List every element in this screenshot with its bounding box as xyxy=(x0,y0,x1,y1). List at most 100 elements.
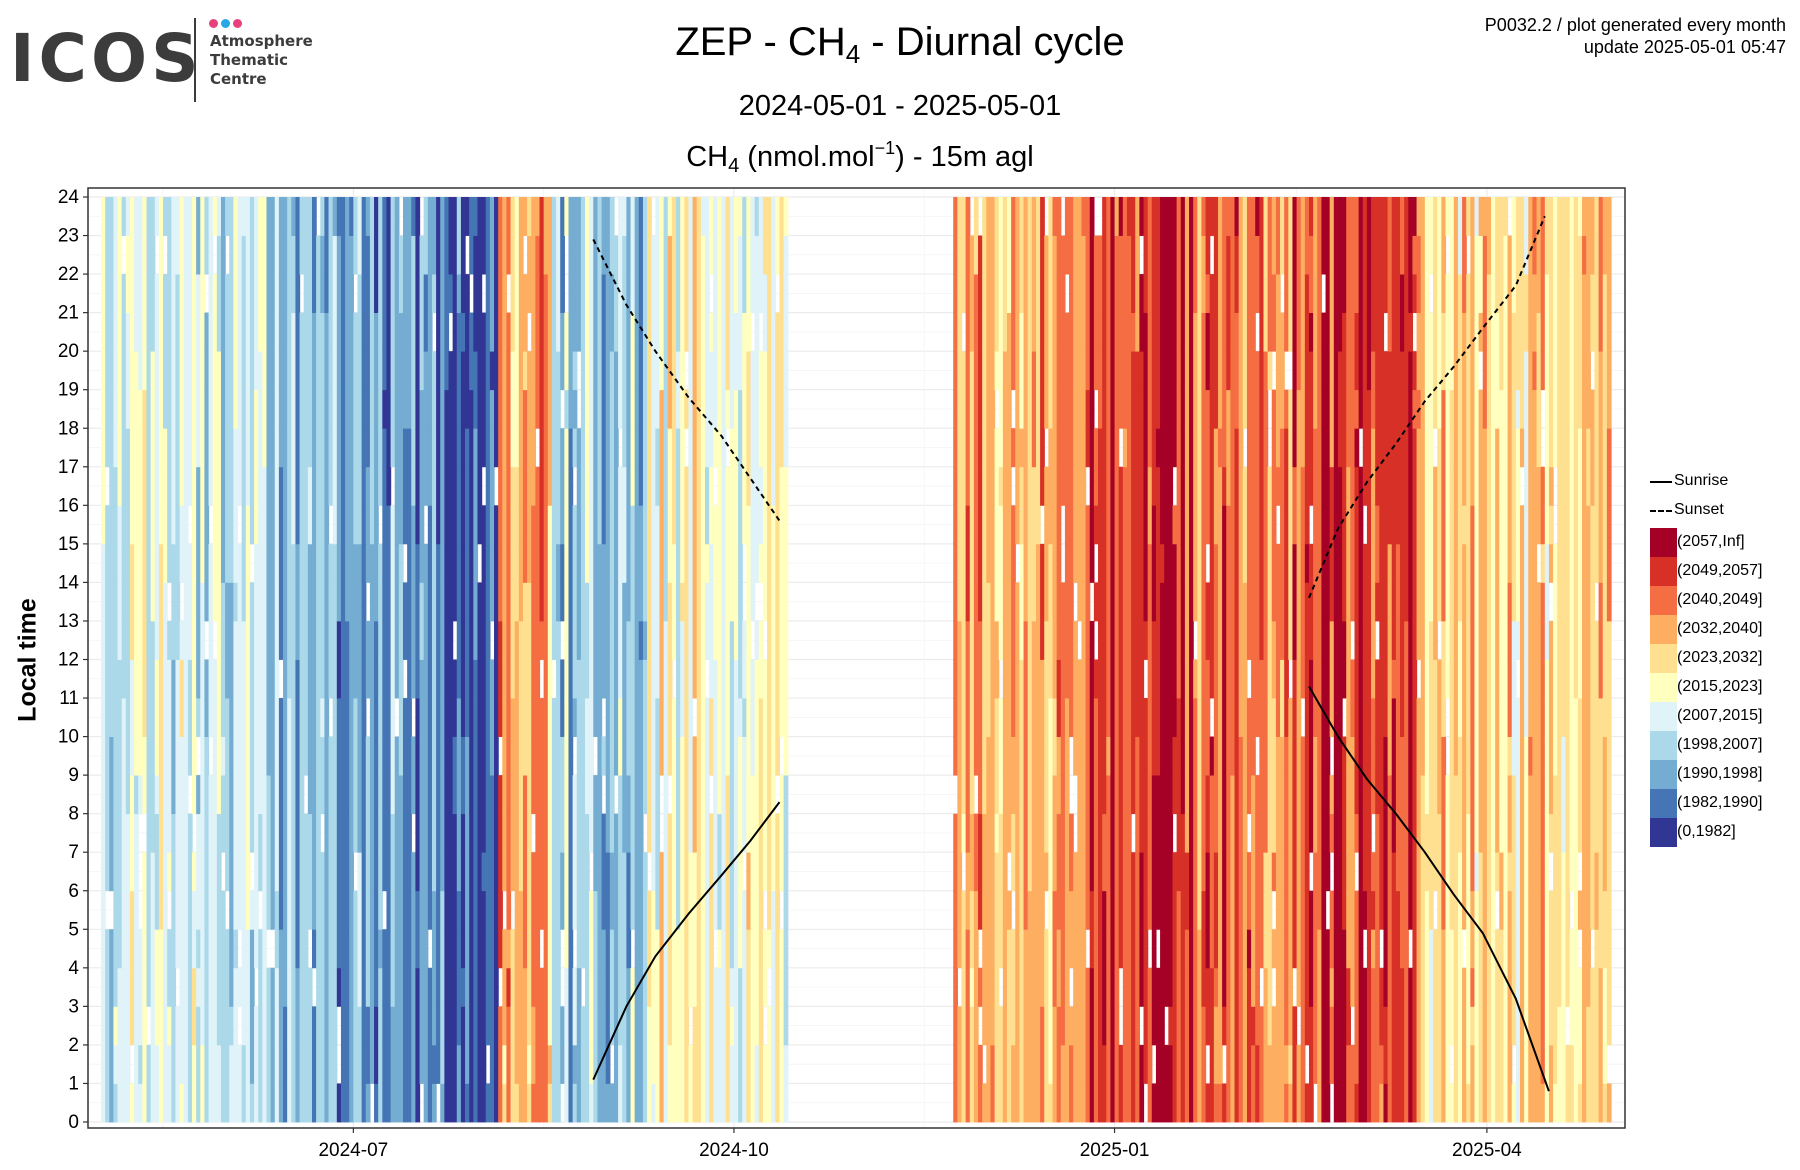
heatmap-cell xyxy=(411,1044,417,1084)
heatmap-cell xyxy=(436,389,441,429)
heatmap-cell xyxy=(630,428,636,468)
heatmap-cell xyxy=(361,582,367,622)
heatmap-cell xyxy=(746,890,752,930)
heatmap-cell xyxy=(1069,274,1074,314)
heatmap-cell xyxy=(134,890,139,930)
heatmap-cell xyxy=(278,389,284,429)
heatmap-cell xyxy=(403,312,408,352)
heatmap-cell xyxy=(1110,197,1116,236)
heatmap-cell xyxy=(324,1083,330,1123)
heatmap-cell xyxy=(982,775,987,815)
heatmap-cell xyxy=(696,1083,702,1123)
heatmap-cell xyxy=(543,197,549,236)
heatmap-cell xyxy=(543,698,549,737)
heatmap-cell xyxy=(655,736,661,776)
heatmap-cell xyxy=(696,736,702,776)
heatmap-cell xyxy=(444,852,450,892)
heatmap-cell xyxy=(1052,852,1058,892)
heatmap-cell xyxy=(1073,1044,1078,1084)
heatmap-cell xyxy=(142,428,148,468)
heatmap-cell xyxy=(518,505,524,545)
heatmap-cell xyxy=(531,736,536,776)
heatmap-cell xyxy=(125,197,131,236)
heatmap-cell xyxy=(237,659,243,699)
heatmap-cell xyxy=(216,698,222,737)
heatmap-cell xyxy=(394,351,400,391)
heatmap-cell xyxy=(1102,235,1107,275)
heatmap-cell xyxy=(303,197,309,236)
heatmap-cell xyxy=(589,1044,594,1084)
heatmap-cell xyxy=(258,813,263,853)
heatmap-cell xyxy=(324,736,330,776)
heatmap-cell xyxy=(684,505,690,545)
heatmap-cell xyxy=(258,620,263,660)
heatmap-cell xyxy=(1118,235,1124,275)
heatmap-cell xyxy=(775,620,781,660)
heatmap-cell xyxy=(758,351,764,391)
heatmap-cell xyxy=(365,775,371,815)
heatmap-cell xyxy=(568,428,574,468)
heatmap-cell xyxy=(705,890,710,930)
heatmap-cell xyxy=(171,890,177,930)
heatmap-cell xyxy=(638,1044,644,1084)
heatmap-cell xyxy=(514,1006,520,1046)
heatmap-cell xyxy=(605,1083,611,1123)
heatmap-cell xyxy=(171,582,177,622)
heatmap-cell xyxy=(365,235,371,275)
heatmap-cell xyxy=(196,1083,201,1123)
heatmap-cell xyxy=(1118,466,1124,506)
heatmap-cell xyxy=(676,235,681,275)
heatmap-cell xyxy=(274,197,280,236)
heatmap-cell xyxy=(477,197,483,236)
heatmap-cell xyxy=(295,312,301,352)
heatmap-cell xyxy=(680,929,685,969)
heatmap-cell xyxy=(1139,1044,1145,1084)
heatmap-cell xyxy=(427,813,433,853)
heatmap-cell xyxy=(1102,312,1107,352)
heatmap-cell xyxy=(1064,197,1070,236)
heatmap-cell xyxy=(249,312,255,352)
heatmap-cell xyxy=(638,351,644,391)
heatmap-cell xyxy=(436,543,441,583)
heatmap-cell xyxy=(436,197,441,236)
heatmap-cell xyxy=(287,197,292,236)
heatmap-cell xyxy=(580,775,586,815)
heatmap-cell xyxy=(423,813,429,853)
heatmap-cell xyxy=(357,389,363,429)
heatmap-cell xyxy=(527,466,532,506)
heatmap-cell xyxy=(121,312,127,352)
heatmap-cell xyxy=(1085,543,1091,583)
heatmap-cell xyxy=(113,582,119,622)
heatmap-cell xyxy=(688,235,694,275)
heatmap-cell xyxy=(357,351,363,391)
heatmap-cell xyxy=(634,890,640,930)
heatmap-cell xyxy=(758,235,764,275)
heatmap-cell xyxy=(965,775,971,815)
heatmap-cell xyxy=(311,235,317,275)
heatmap-cell xyxy=(605,967,611,1007)
heatmap-cell xyxy=(109,659,115,699)
heatmap-cell xyxy=(307,813,313,853)
heatmap-cell xyxy=(738,775,743,815)
heatmap-cell xyxy=(982,505,987,545)
heatmap-cell xyxy=(700,775,706,815)
logo-wordmark: ICOS xyxy=(10,20,203,97)
heatmap-cell xyxy=(1060,929,1066,969)
heatmap-cell xyxy=(212,505,218,545)
heatmap-cell xyxy=(208,967,214,1007)
heatmap-cell xyxy=(117,929,123,969)
heatmap-cell xyxy=(613,466,619,506)
heatmap-cell xyxy=(158,736,164,776)
heatmap-cell xyxy=(1122,775,1128,815)
heatmap-cell xyxy=(316,274,321,314)
heatmap-cell xyxy=(767,197,772,236)
heatmap-cell xyxy=(142,235,148,275)
heatmap-cell xyxy=(163,1044,168,1084)
heatmap-cell xyxy=(427,620,433,660)
heatmap-cell xyxy=(647,312,652,352)
heatmap-cell xyxy=(328,775,334,815)
heatmap-cell xyxy=(593,197,599,236)
heatmap-cell xyxy=(767,775,772,815)
heatmap-cell xyxy=(109,235,115,275)
heatmap-cell xyxy=(311,505,317,545)
